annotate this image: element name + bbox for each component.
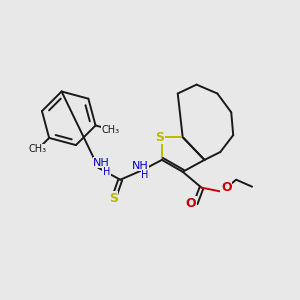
Text: H: H xyxy=(103,167,110,177)
Text: O: O xyxy=(185,197,196,210)
Text: CH₃: CH₃ xyxy=(29,144,47,154)
Text: S: S xyxy=(155,130,164,144)
Text: O: O xyxy=(221,181,232,194)
Text: CH₃: CH₃ xyxy=(102,124,120,135)
Text: S: S xyxy=(109,192,118,205)
Text: NH: NH xyxy=(132,161,148,171)
Text: NH: NH xyxy=(93,158,110,168)
Text: H: H xyxy=(141,170,149,180)
